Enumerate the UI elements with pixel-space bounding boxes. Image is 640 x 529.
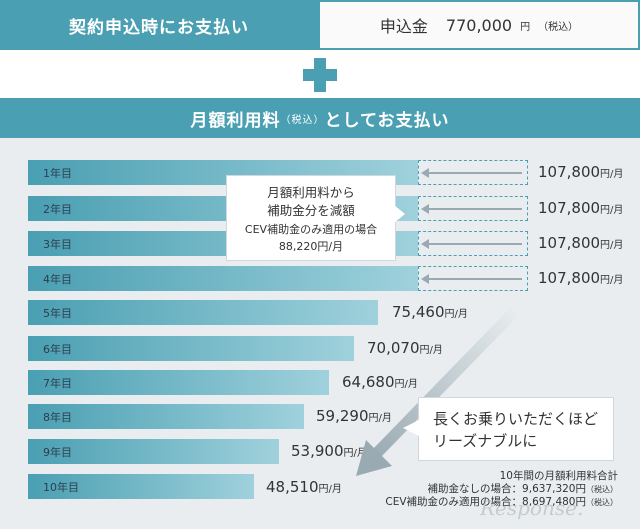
year-3-price: 107,800円/月 [538, 234, 624, 252]
longer-use-callout-tail [403, 420, 419, 436]
year-label: 5年目 [43, 306, 72, 320]
application-fee-box: 申込金 770,000 円 （税込） [318, 0, 640, 50]
monthly-fee-tax: （税込） [280, 114, 325, 126]
application-fee-unit: 円 [520, 21, 531, 33]
year-6-bar: 6年目 [28, 336, 354, 361]
reduction-arrow [428, 172, 522, 174]
summary-cev-subsidy: CEV補助金のみ適用の場合：8,697,480円（税込） [385, 496, 618, 508]
application-fee-amount: 770,000 [445, 15, 513, 35]
year-9-price: 53,900円/月 [291, 442, 367, 460]
year-7-price: 64,680円/月 [342, 373, 418, 391]
upfront-payment-label: 契約申込時にお支払い [0, 0, 318, 50]
application-fee-label: 申込金 [379, 17, 428, 36]
ten-year-total-summary: 10年間の月額利用料合計 補助金なしの場合：9,637,320円（税込） CEV… [385, 470, 618, 509]
longer-use-line1: 長くお乗りいただくほど [433, 410, 599, 428]
longer-use-line2: リーズナブルに [433, 432, 538, 450]
subsidy-callout-line3: CEV補助金のみ適用の場合 [244, 223, 378, 236]
year-label: 2年目 [43, 202, 72, 216]
year-2-price: 107,800円/月 [538, 199, 624, 217]
reduction-arrow-head [421, 204, 429, 214]
year-label: 4年目 [43, 272, 72, 286]
year-label: 6年目 [43, 342, 72, 356]
summary-no-subsidy: 補助金なしの場合：9,637,320円（税込） [427, 483, 618, 495]
year-label: 7年目 [43, 376, 72, 390]
year-4-bar: 4年目 [28, 266, 418, 291]
reduction-arrow [428, 243, 522, 245]
year-10-bar: 10年目 [28, 474, 254, 499]
year-8-bar: 8年目 [28, 404, 304, 429]
year-label: 10年目 [43, 480, 79, 494]
year-10-price: 48,510円/月 [266, 478, 342, 496]
year-7-bar: 7年目 [28, 370, 329, 395]
subsidy-callout-line4: 88,220円/月 [278, 240, 344, 253]
year-label: 9年目 [43, 445, 72, 459]
reduction-arrow-head [421, 239, 429, 249]
plus-icon [303, 58, 337, 92]
year-5-price: 75,460円/月 [392, 303, 468, 321]
reduction-arrow [428, 278, 522, 280]
year-8-price: 59,290円/月 [316, 407, 392, 425]
year-5-bar: 5年目 [28, 300, 378, 325]
longer-use-callout: 長くお乗りいただくほど リーズナブルに [418, 397, 614, 461]
subsidy-callout-tail [394, 205, 405, 223]
year-label: 8年目 [43, 410, 72, 424]
reduction-arrow-head [421, 274, 429, 284]
decreasing-trend-arrow [356, 308, 518, 476]
year-6-price: 70,070円/月 [367, 339, 443, 357]
application-fee-tax: （税込） [538, 21, 579, 33]
watermark: Response. [480, 496, 584, 520]
year-4-price: 107,800円/月 [538, 269, 624, 287]
year-9-bar: 9年目 [28, 439, 279, 464]
year-1-price: 107,800円/月 [538, 163, 624, 181]
year-label: 3年目 [43, 237, 72, 251]
subsidy-callout-line2: 補助金分を減額 [267, 203, 355, 218]
subsidy-callout-line1: 月額利用料から [267, 185, 355, 200]
reduction-arrow-head [421, 168, 429, 178]
monthly-fee-title: 月額利用料 [190, 110, 281, 131]
summary-title: 10年間の月額利用料合計 [499, 470, 618, 482]
reduction-arrow [428, 208, 522, 210]
subsidy-callout: 月額利用料から 補助金分を減額 CEV補助金のみ適用の場合 88,220円/月 [226, 175, 396, 261]
monthly-fee-suffix: としてお支払い [324, 110, 450, 131]
monthly-fee-header: 月額利用料 （税込） としてお支払い [0, 98, 640, 138]
year-label: 1年目 [43, 166, 72, 180]
